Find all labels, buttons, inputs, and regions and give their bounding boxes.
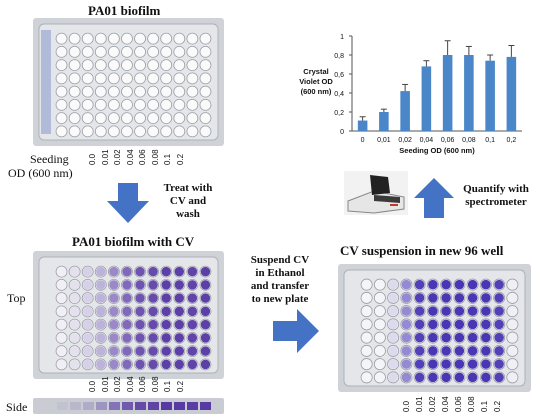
seeding-tick-label: 0.0 xyxy=(88,153,97,165)
seeding-tick-label: 0.02 xyxy=(113,376,122,392)
chart-y-tick-label: 1 xyxy=(340,34,344,41)
chart-x-tick-label: 0,01 xyxy=(377,137,391,144)
chart-y-tick-label: 0,6 xyxy=(334,72,344,79)
seeding-tick-label: 0.01 xyxy=(100,376,110,392)
chart-bar xyxy=(357,120,368,131)
seeding-tick-label: 0.06 xyxy=(454,396,463,412)
seeding-tick-label: 0.1 xyxy=(163,380,172,392)
chart-x-tick-label: 0,2 xyxy=(507,137,517,144)
seeding-tick-label: 0.01 xyxy=(415,396,424,412)
chart-y-tick-label: 0 xyxy=(340,129,344,136)
view-label-side: Side xyxy=(6,400,28,414)
chart-y-axis-title: (600 nm) xyxy=(301,87,332,96)
seeding-label-line2: OD (600 nm) xyxy=(8,166,73,180)
chart-bar xyxy=(400,91,410,131)
chart-bar xyxy=(485,60,495,132)
seeding-tick-label: 0.04 xyxy=(441,396,450,412)
chart-y-axis-title: Crystal xyxy=(303,67,328,76)
arrow-right-icon xyxy=(273,309,319,353)
seeding-tick-label: 0.04 xyxy=(125,149,135,165)
seeding-tick-label: 0.2 xyxy=(493,400,502,412)
chart-x-tick-label: 0 xyxy=(361,137,365,144)
plate-title-suspension: CV suspension in new 96 well xyxy=(340,243,504,258)
seeding-tick-label: 0.08 xyxy=(150,376,160,392)
cv-plate-photo xyxy=(33,251,224,379)
step-quantify-text: Quantify with spectrometer xyxy=(463,183,529,208)
seeding-tick-label: 0.2 xyxy=(175,153,185,165)
step-suspend-text: Suspend CV in Ethanol and transfer to ne… xyxy=(250,254,310,305)
step-treat-text: Treat with CV and wash xyxy=(163,182,213,220)
chart-bar xyxy=(506,56,517,131)
seeding-tick-label: 0.0 xyxy=(402,400,411,412)
chart-x-tick-label: 0,04 xyxy=(420,137,434,144)
crystal-violet-chart: 0 0,2 0,4 0,6 0,8 1 0 0,01 0,02 0,04 0,06 0,08 0,1 0,… xyxy=(299,34,522,155)
chart-y-tick-label: 0,2 xyxy=(334,110,344,117)
arrow-down-icon xyxy=(107,183,149,223)
chart-bar xyxy=(442,55,453,131)
chart-bar xyxy=(379,112,389,131)
seeding-tick-label: 0.06 xyxy=(138,149,147,165)
seeding-tick-label: 0.1 xyxy=(480,400,489,412)
side-view-strip xyxy=(33,398,224,414)
plate-title-biofilm: PA01 biofilm xyxy=(88,3,161,18)
biofilm-plate-photo xyxy=(33,18,224,146)
suspension-plate-photo xyxy=(338,264,531,392)
chart-y-tick-label: 0,4 xyxy=(334,91,344,98)
seeding-tick-label: 0.0 xyxy=(88,380,97,392)
seeding-tick-label: 0.08 xyxy=(467,396,476,412)
view-label-top: Top xyxy=(7,291,26,305)
plate-title-with-cv: PA01 biofilm with CV xyxy=(72,234,195,249)
chart-x-tick-label: 0,1 xyxy=(485,137,495,144)
chart-x-axis-title: Seeding OD (600 nm) xyxy=(399,146,475,155)
chart-x-tick-label: 0,08 xyxy=(462,137,476,144)
seeding-tick-label: 0.02 xyxy=(428,396,437,412)
chart-bar xyxy=(464,55,474,131)
arrow-up-icon xyxy=(414,178,454,218)
chart-y-axis-title: Violet OD xyxy=(299,77,333,86)
seeding-tick-label: 0.2 xyxy=(175,380,185,392)
seeding-tick-label: 0.04 xyxy=(125,376,135,392)
seeding-label-line1: Seeding xyxy=(30,152,69,166)
seeding-tick-label: 0.01 xyxy=(100,149,110,165)
seeding-tick-label: 0.02 xyxy=(113,149,122,165)
chart-bar xyxy=(421,66,432,131)
seeding-tick-label: 0.08 xyxy=(150,149,160,165)
chart-x-tick-label: 0,06 xyxy=(441,137,455,144)
spectrometer-photo xyxy=(344,171,408,215)
seeding-tick-label: 0.1 xyxy=(163,153,172,165)
seeding-tick-label: 0.06 xyxy=(138,376,147,392)
chart-x-tick-label: 0,02 xyxy=(398,137,412,144)
chart-y-tick-label: 0,8 xyxy=(334,53,344,60)
